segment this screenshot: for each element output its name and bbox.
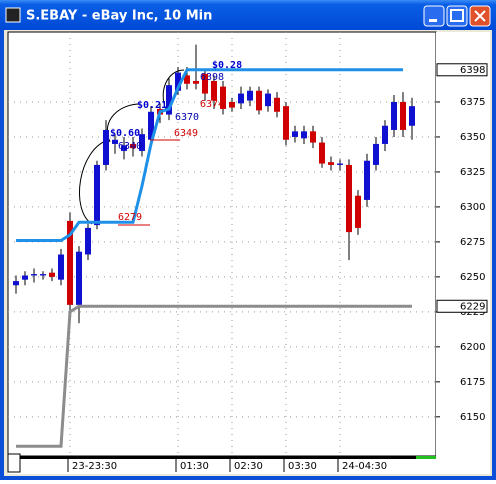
candle-body xyxy=(121,145,127,151)
y-tick-label: 6150 xyxy=(460,412,485,423)
candle-body xyxy=(328,162,334,165)
candle-body xyxy=(103,129,109,165)
candle-body xyxy=(175,72,181,91)
y-tick-label: 6300 xyxy=(460,202,485,213)
x-tick-label: 01:30 xyxy=(180,461,209,472)
scroll-box[interactable] xyxy=(7,453,21,473)
candle-body xyxy=(166,85,172,115)
candle-body xyxy=(112,139,118,144)
y-tick-label: 6250 xyxy=(460,272,485,283)
y-tick-label: 6325 xyxy=(460,167,485,178)
candle-body xyxy=(292,131,298,137)
price-marker-box xyxy=(436,299,488,313)
window-title: S.EBAY - eBay Inc, 10 Min xyxy=(26,9,212,24)
y-tick-label: 6375 xyxy=(460,97,485,108)
candle-body xyxy=(355,195,361,228)
candle-body xyxy=(31,274,37,276)
candle-body xyxy=(364,160,370,200)
scroll-track xyxy=(8,456,436,459)
annotation: $0.21 xyxy=(137,100,167,111)
candle-body xyxy=(13,281,19,286)
candle-body xyxy=(319,142,325,164)
candle-body xyxy=(85,227,91,255)
annotation: 6340 xyxy=(118,141,142,152)
candle-body xyxy=(130,143,136,149)
candle-body xyxy=(400,101,406,130)
candle-body xyxy=(40,274,46,276)
candle-body xyxy=(382,125,388,144)
candle-body xyxy=(337,163,343,165)
price-marker: 6398 xyxy=(460,65,485,76)
candle-body xyxy=(310,131,316,143)
annotation: 6370 xyxy=(175,112,199,123)
candle-body xyxy=(283,106,289,140)
stop-line xyxy=(16,304,412,448)
candle-body xyxy=(211,80,217,101)
app-icon xyxy=(5,7,21,23)
candle-body xyxy=(409,106,415,126)
candle-body xyxy=(274,97,280,112)
scroll-thumb[interactable] xyxy=(416,456,436,459)
candle-body xyxy=(49,272,55,277)
time-axis xyxy=(8,456,490,474)
y-tick-label: 6350 xyxy=(460,132,485,143)
y-tick-label: 6200 xyxy=(460,342,485,353)
candle-body xyxy=(391,101,397,130)
annotation: $0.60 xyxy=(110,128,140,139)
candle-body xyxy=(139,134,145,151)
annotation: $0.28 xyxy=(212,60,242,71)
candle-body xyxy=(94,164,100,226)
candle-body xyxy=(184,75,190,84)
candle-body xyxy=(247,90,253,101)
candle-body xyxy=(229,101,235,108)
candle-body xyxy=(58,254,64,280)
candle-body xyxy=(265,93,271,107)
candle-body xyxy=(256,90,262,111)
annotation: 6349 xyxy=(174,128,198,139)
price-axis xyxy=(436,32,490,456)
title-bar xyxy=(0,0,496,30)
price-marker-box xyxy=(436,63,488,77)
x-tick-label: 23-23:30 xyxy=(72,461,117,472)
y-tick-label: 6175 xyxy=(460,377,485,388)
close-button[interactable] xyxy=(469,5,491,27)
candle-body xyxy=(76,251,82,305)
y-tick-label: 6275 xyxy=(460,237,485,248)
candle-body xyxy=(220,86,226,109)
candle-body xyxy=(67,220,73,305)
price-marker: 6229 xyxy=(460,301,485,312)
stop-line xyxy=(16,68,403,243)
candle-body xyxy=(22,275,28,280)
minimize-button[interactable] xyxy=(423,5,445,27)
annotation: 6374 xyxy=(200,99,224,110)
annotation: 6279 xyxy=(118,212,142,223)
annotation: 6398 xyxy=(200,72,224,83)
candle-body xyxy=(301,131,307,139)
candle-body xyxy=(346,164,352,233)
x-tick-label: 02:30 xyxy=(234,461,263,472)
candle-body xyxy=(238,93,244,104)
maximize-button[interactable] xyxy=(446,5,468,27)
x-tick-label: 03:30 xyxy=(288,461,317,472)
candle-body xyxy=(373,143,379,165)
candle-body xyxy=(202,73,208,94)
candle-body xyxy=(148,111,154,140)
candle-body xyxy=(193,80,199,84)
x-tick-label: 24-04:30 xyxy=(342,461,387,472)
